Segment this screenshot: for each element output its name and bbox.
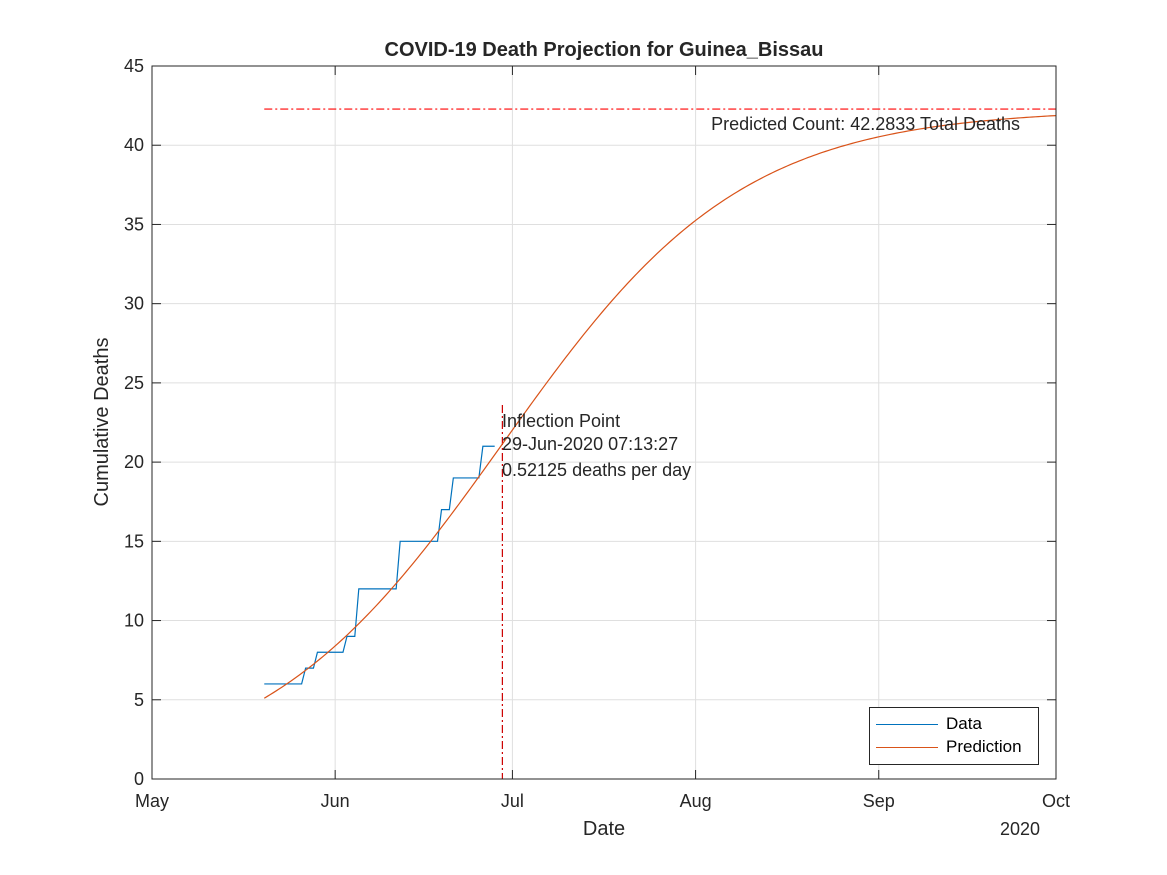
y-tick-label: 40: [124, 135, 144, 155]
inflection-date-annotation: 29-Jun-2020 07:13:27: [502, 434, 678, 454]
predicted-count-annotation: Predicted Count: 42.2833 Total Deaths: [711, 114, 1020, 134]
tick-labels: May Jun Jul Aug Sep Oct 0 5 10 15 20 25 30 35 40 45: [124, 56, 1070, 811]
y-tick-label: 45: [124, 56, 144, 76]
y-tick-label: 0: [134, 769, 144, 789]
legend-item-data: Data: [876, 714, 982, 734]
series-prediction-line: [263, 114, 1057, 699]
legend: Data Prediction: [869, 707, 1039, 765]
plot-area: [152, 66, 1056, 779]
legend-label-data: Data: [946, 714, 982, 733]
y-tick-label: 15: [124, 531, 144, 551]
y-tick-label: 25: [124, 373, 144, 393]
x-tick-label: Aug: [680, 791, 712, 811]
axes-box: [151, 65, 1057, 780]
x-tick-label: Sep: [863, 791, 895, 811]
inflection-title-annotation: Inflection Point: [502, 411, 620, 431]
legend-item-prediction: Prediction: [876, 737, 1022, 757]
x-tick-label: May: [135, 791, 169, 811]
y-tick-label: 10: [124, 611, 144, 631]
y-tick-label: 20: [124, 452, 144, 472]
series-lines: [263, 114, 1057, 699]
x-tick-label: Jul: [501, 791, 524, 811]
y-tick-label: 35: [124, 214, 144, 234]
reference-lines: [264, 108, 1056, 779]
x-axis-label: Date: [583, 818, 625, 840]
chart-title: COVID-19 Death Projection for Guinea_Bis…: [385, 39, 824, 61]
x-tick-label: Jun: [321, 791, 350, 811]
x-tick-label: Oct: [1042, 791, 1070, 811]
legend-swatch-prediction: [876, 746, 938, 748]
y-tick-label: 5: [134, 690, 144, 710]
y-tick-label: 30: [124, 294, 144, 314]
legend-swatch-data: [876, 723, 938, 725]
legend-label-prediction: Prediction: [946, 737, 1022, 756]
y-axis-label: Cumulative Deaths: [91, 338, 113, 507]
tick-marks: [151, 65, 1057, 780]
grid-lines: [151, 65, 1057, 780]
series-data-line: [264, 445, 495, 685]
x-axis-year-label: 2020: [1000, 819, 1040, 839]
inflection-rate-annotation: 0.52125 deaths per day: [502, 460, 691, 480]
